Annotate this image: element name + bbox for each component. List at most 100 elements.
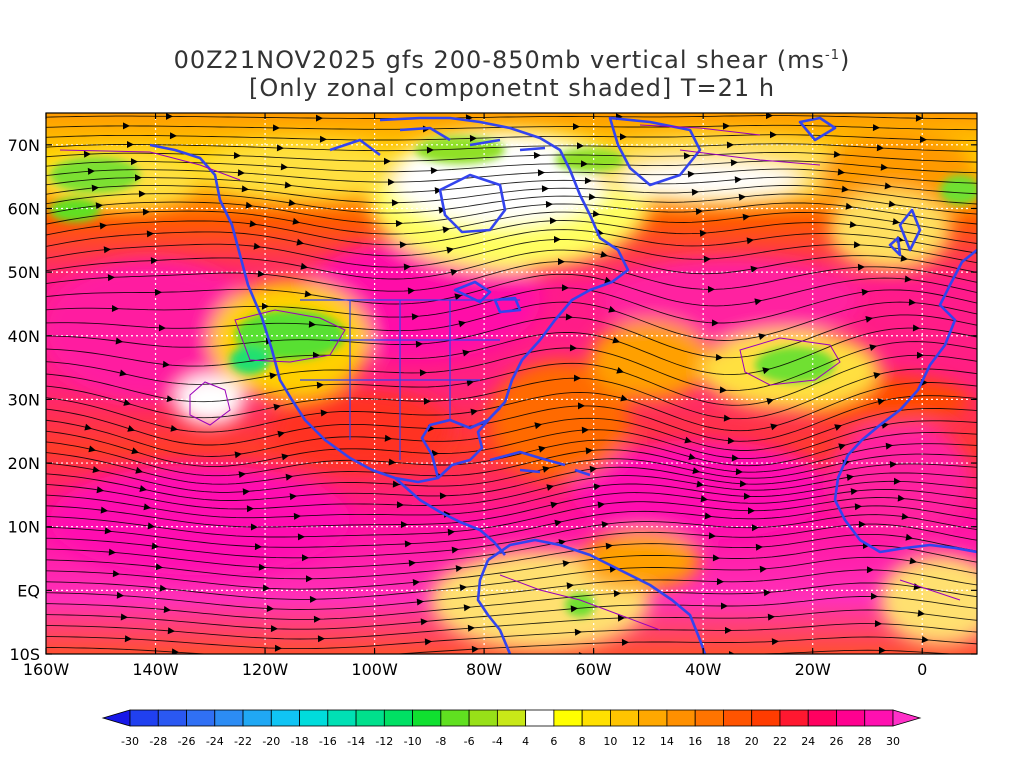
streamline-arrow bbox=[404, 540, 412, 548]
streamline-arrow bbox=[455, 565, 463, 572]
streamline-arrow bbox=[545, 200, 553, 208]
streamline-arrow bbox=[873, 372, 881, 379]
streamline-arrow bbox=[755, 543, 763, 551]
streamline-arrow bbox=[103, 246, 111, 254]
colorbar-label: 4 bbox=[522, 735, 529, 748]
streamline-arrow bbox=[107, 274, 115, 282]
streamline-arrow bbox=[592, 210, 600, 218]
streamline-arrow bbox=[869, 344, 877, 351]
streamline-arrow bbox=[95, 202, 103, 210]
streamline-arrow bbox=[143, 503, 151, 511]
colorbar-label: 20 bbox=[745, 735, 759, 748]
streamline-arrow bbox=[108, 548, 116, 556]
streamline-arrow bbox=[546, 484, 554, 491]
streamline-arrow bbox=[316, 381, 324, 389]
streamline-arrow bbox=[408, 559, 416, 567]
colorbar-label: 22 bbox=[773, 735, 787, 748]
streamline-arrow bbox=[147, 522, 155, 530]
hudson-bay-coast bbox=[438, 173, 507, 234]
contour-line bbox=[189, 381, 231, 426]
streamline-arrow bbox=[542, 466, 550, 473]
colorbar-swatch bbox=[723, 709, 753, 727]
colorbar-labels: -30 -28 -26 -24 -22 -20 -18 -16 -14 -12 -10 -8 -6 -4 4… bbox=[121, 735, 900, 748]
streamline-arrow bbox=[288, 199, 296, 207]
streamline-arrow bbox=[396, 501, 404, 509]
streamline-arrow bbox=[292, 217, 300, 225]
streamline-arrow bbox=[846, 474, 854, 481]
streamline-arrow bbox=[601, 521, 609, 528]
colorbar-label: 26 bbox=[830, 735, 844, 748]
streamline-arrow bbox=[712, 554, 720, 562]
streamline-arrow bbox=[261, 302, 269, 310]
streamline-arrow bbox=[916, 351, 924, 359]
british-isles-coast bbox=[888, 208, 922, 257]
streamline-arrow bbox=[739, 480, 747, 488]
colorbar bbox=[101, 709, 922, 727]
streamline-arrow bbox=[446, 246, 454, 254]
streamline-arrow bbox=[158, 324, 166, 332]
streamline-arrow bbox=[309, 595, 317, 603]
streamline-arrow bbox=[281, 453, 289, 461]
streamline-arrow bbox=[853, 241, 861, 249]
colorbar-label: -14 bbox=[347, 735, 365, 748]
streamline-arrow bbox=[91, 184, 99, 192]
colorbar-swatch bbox=[242, 709, 272, 727]
streamline-arrow bbox=[584, 177, 592, 185]
streamline-arrow bbox=[458, 320, 466, 328]
lat-label: 20N bbox=[8, 454, 40, 473]
streamline-arrow bbox=[574, 628, 582, 636]
streamline bbox=[46, 443, 977, 485]
streamline-arrow bbox=[293, 512, 301, 520]
colorbar-swatch bbox=[440, 709, 470, 727]
colorbar-label: -24 bbox=[206, 735, 224, 748]
streamline-arrow bbox=[395, 220, 403, 227]
streamline-arrow bbox=[163, 606, 171, 613]
streamline-arrow bbox=[170, 425, 178, 432]
streamline-arrow bbox=[534, 422, 542, 430]
streamline-arrow bbox=[138, 190, 146, 198]
streamline-arrow bbox=[616, 367, 624, 374]
streamline-arrow bbox=[241, 185, 249, 193]
colorbar-label: -26 bbox=[178, 735, 196, 748]
streamline-arrow bbox=[550, 501, 558, 509]
streamline-arrow bbox=[276, 144, 284, 152]
streamline-arrow bbox=[893, 477, 901, 485]
streamline bbox=[46, 505, 977, 548]
streamline bbox=[46, 314, 977, 359]
colorbar-label: 28 bbox=[858, 735, 872, 748]
streamline bbox=[46, 489, 977, 528]
streamline-arrow bbox=[696, 480, 704, 488]
streamline-arrow bbox=[726, 141, 734, 149]
streamline-arrow bbox=[234, 451, 242, 459]
lon-label: 20W bbox=[795, 660, 831, 679]
streamline-arrow bbox=[412, 579, 420, 586]
streamline-arrow bbox=[770, 423, 778, 431]
streamline-arrow bbox=[549, 217, 557, 225]
streamline-arrow bbox=[834, 424, 842, 431]
streamline bbox=[46, 472, 977, 510]
colorbar-label: -12 bbox=[375, 735, 393, 748]
colorbar-label: -6 bbox=[464, 735, 475, 748]
lat-label: 40N bbox=[8, 327, 40, 346]
streamline-arrow bbox=[304, 290, 312, 298]
streamline-arrow bbox=[759, 565, 767, 573]
streamline-arrow bbox=[561, 284, 569, 292]
streamline-arrow bbox=[876, 144, 884, 152]
streamline-arrow bbox=[565, 313, 573, 321]
streamline-arrow bbox=[439, 492, 447, 500]
lon-label: 100W bbox=[351, 660, 398, 679]
lon-label: 160W bbox=[23, 660, 70, 679]
streamline-arrow bbox=[469, 134, 477, 142]
colorbar-swatch bbox=[694, 709, 724, 727]
longitude-labels: 160W 140W 120W 100W 80W 60W 40W 20W 0 bbox=[23, 660, 928, 679]
streamline-arrow bbox=[123, 122, 130, 130]
streamline bbox=[46, 497, 977, 538]
gulf-of-mexico-coast bbox=[420, 407, 501, 479]
colorbar-low-arrow bbox=[101, 709, 131, 727]
lon-label: 40W bbox=[685, 660, 721, 679]
streamline-arrow bbox=[562, 560, 570, 567]
streamline-arrow bbox=[297, 533, 305, 541]
streamline-arrow bbox=[135, 174, 142, 182]
streamline-arrow bbox=[434, 187, 442, 195]
lon-label: 140W bbox=[132, 660, 179, 679]
